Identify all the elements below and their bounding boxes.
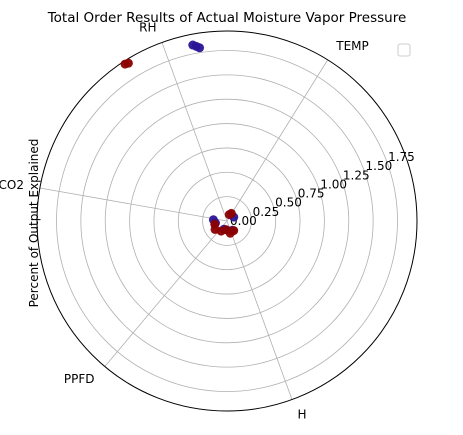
category-label: PPFD [64,372,95,386]
data-points [120,40,239,238]
radial-tick-label: 1.75 [388,150,415,164]
grid-ring [56,50,398,392]
grid-spoke [226,220,293,400]
grid-ring [129,123,325,319]
category-labels: TEMP RH CO2 PPFD H [0,20,369,421]
category-label: RH [139,20,156,34]
grid-spoke [104,220,228,367]
grid-ring [202,196,252,246]
polar-outer-ring [36,30,418,412]
legend-box [397,43,411,57]
category-label: H [298,408,307,422]
grid-ring [153,147,301,295]
grid-ring [80,74,374,368]
radial-tick-label: 0.50 [275,196,302,210]
grid-ring [104,98,350,344]
grid-spoke [226,59,329,222]
radial-tick-label: 1.25 [343,168,370,182]
radial-tick-label: 0.75 [298,187,325,201]
radial-tick-label: 1.50 [366,159,393,173]
grid-ring [177,171,277,271]
polar-grid [39,42,398,400]
y-axis-label: Percent of Output Explained [27,139,41,308]
category-label: TEMP [335,39,369,53]
chart-title: Total Order Results of Actual Moisture V… [47,10,407,26]
grid-spoke [39,187,228,222]
data-point [195,43,205,53]
radial-tick-label: 0.25 [253,205,280,219]
radial-tick-label: 1.00 [320,177,347,191]
grid-spoke [161,42,228,222]
data-point [224,210,234,220]
data-point [188,40,198,50]
radial-tick-labels: 0.000.250.500.751.001.251.501.75 [230,150,415,228]
data-point [120,59,130,69]
category-label: CO2 [0,178,24,192]
data-point [229,226,239,236]
